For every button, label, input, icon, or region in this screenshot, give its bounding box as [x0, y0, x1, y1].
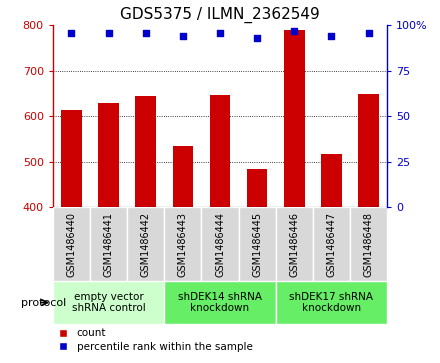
Bar: [127, 207, 164, 281]
Bar: [61, 110, 81, 363]
Text: empty vector
shRNA control: empty vector shRNA control: [72, 292, 145, 313]
Text: GSM1486446: GSM1486446: [290, 212, 299, 277]
Text: GSM1486440: GSM1486440: [66, 212, 77, 277]
Text: GSM1486447: GSM1486447: [326, 212, 337, 277]
Bar: [247, 169, 268, 363]
Bar: [53, 207, 90, 281]
Text: GSM1486448: GSM1486448: [363, 212, 374, 277]
Text: shDEK17 shRNA
knockdown: shDEK17 shRNA knockdown: [290, 292, 374, 313]
Bar: [98, 103, 119, 363]
Text: GSM1486443: GSM1486443: [178, 212, 188, 277]
Text: protocol: protocol: [21, 298, 66, 307]
Text: GSM1486444: GSM1486444: [215, 212, 225, 277]
Bar: [321, 154, 342, 363]
Point: [142, 30, 149, 36]
Bar: [202, 207, 238, 281]
Point: [68, 30, 75, 36]
Point: [291, 28, 298, 34]
Title: GDS5375 / ILMN_2362549: GDS5375 / ILMN_2362549: [120, 7, 320, 23]
Bar: [210, 94, 230, 363]
Bar: [90, 207, 127, 281]
Point: [216, 30, 224, 36]
Bar: [313, 207, 350, 281]
Point: [328, 33, 335, 39]
Text: GSM1486445: GSM1486445: [252, 212, 262, 277]
Text: GSM1486441: GSM1486441: [103, 212, 114, 277]
Text: GSM1486442: GSM1486442: [141, 212, 150, 277]
Point: [253, 35, 260, 41]
Bar: [276, 281, 387, 324]
Text: shDEK14 shRNA
knockdown: shDEK14 shRNA knockdown: [178, 292, 262, 313]
Bar: [359, 94, 379, 363]
Bar: [350, 207, 387, 281]
Bar: [164, 281, 276, 324]
Bar: [53, 281, 164, 324]
Bar: [172, 146, 193, 363]
Bar: [164, 207, 202, 281]
Point: [365, 30, 372, 36]
Bar: [276, 207, 313, 281]
Legend: count, percentile rank within the sample: count, percentile rank within the sample: [58, 329, 253, 351]
Point: [105, 30, 112, 36]
Bar: [136, 96, 156, 363]
Point: [180, 33, 187, 39]
Bar: [284, 30, 304, 363]
Bar: [238, 207, 276, 281]
